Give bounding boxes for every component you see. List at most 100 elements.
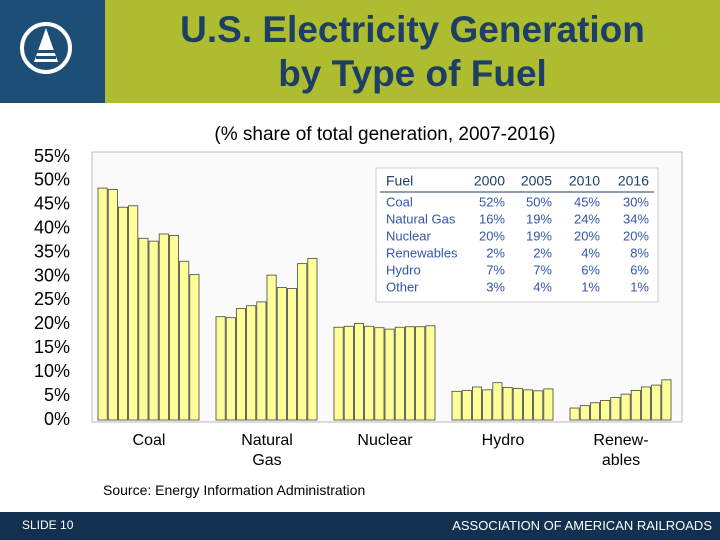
y-tick-label: 55% xyxy=(34,146,70,166)
bar xyxy=(168,235,179,421)
bar xyxy=(425,325,436,421)
logo-panel xyxy=(0,0,105,103)
table-cell: 8% xyxy=(630,245,649,260)
bar xyxy=(353,323,364,421)
bar xyxy=(651,384,662,421)
bar xyxy=(97,187,108,421)
y-tick-label: 50% xyxy=(34,170,70,190)
y-tick-label: 5% xyxy=(44,385,70,405)
bar xyxy=(215,316,226,421)
bar xyxy=(461,389,472,421)
bar xyxy=(364,325,375,421)
table-cell: 24% xyxy=(574,211,600,226)
bar xyxy=(451,390,462,421)
table-cell: 19% xyxy=(526,211,552,226)
y-tick-label: 30% xyxy=(34,265,70,285)
bar xyxy=(415,326,426,421)
table-cell: 52% xyxy=(479,194,505,209)
x-tick-label: Nuclear xyxy=(357,432,413,449)
table-cell: Other xyxy=(386,279,419,294)
bar xyxy=(394,326,405,421)
table-header: 2016 xyxy=(618,173,649,189)
bar xyxy=(471,386,482,421)
y-tick-label: 10% xyxy=(34,361,70,381)
table-cell: Nuclear xyxy=(386,228,431,243)
slide-number: SLIDE 10 xyxy=(22,518,74,532)
x-tick-label: Hydro xyxy=(481,432,525,449)
data-table: Fuel 2000 2005 2010 2016 Coal 52% 50% 45% 30% Natu… xyxy=(375,167,659,303)
table-cell: 50% xyxy=(526,194,552,209)
bar xyxy=(256,301,267,421)
bar xyxy=(235,308,246,421)
y-tick-label: 35% xyxy=(34,241,70,261)
bar xyxy=(610,397,621,421)
table-cell: Natural Gas xyxy=(386,211,456,226)
bar xyxy=(158,233,169,421)
table-cell: 4% xyxy=(533,279,552,294)
bar xyxy=(512,388,523,421)
table-cell: 6% xyxy=(630,262,649,277)
bar xyxy=(138,237,149,421)
table-cell: 6% xyxy=(581,262,600,277)
bar xyxy=(343,325,354,421)
bar xyxy=(502,387,513,421)
bar xyxy=(590,402,601,421)
table-cell: 4% xyxy=(581,245,600,260)
bar xyxy=(661,379,672,421)
bar xyxy=(630,389,641,421)
bar xyxy=(482,389,493,421)
table-cell: Hydro xyxy=(386,262,421,277)
table-cell: 20% xyxy=(479,228,505,243)
y-tick-label: 40% xyxy=(34,217,70,237)
bar xyxy=(492,382,503,421)
bar xyxy=(533,390,544,421)
bar xyxy=(148,240,159,421)
x-tick-label: Renew-ables xyxy=(593,432,649,469)
y-tick-label: 25% xyxy=(34,289,70,309)
footer-bar xyxy=(0,512,720,540)
bar xyxy=(579,405,590,421)
table-cell: 7% xyxy=(486,262,505,277)
bar xyxy=(246,305,257,421)
table-cell: 2% xyxy=(486,245,505,260)
bar xyxy=(404,326,415,421)
y-tick-label: 0% xyxy=(44,409,70,429)
bar xyxy=(374,327,385,421)
logo xyxy=(20,22,72,74)
source-note: Source: Energy Information Administratio… xyxy=(103,482,366,498)
bar xyxy=(543,388,554,421)
bar xyxy=(276,287,287,421)
table-cell: Coal xyxy=(386,194,413,209)
chart-title: U.S. Electricity Generation by Type of F… xyxy=(105,0,720,103)
bar xyxy=(523,389,534,421)
bar xyxy=(297,263,308,421)
bar xyxy=(641,386,652,421)
table-cell: 3% xyxy=(486,279,505,294)
table-cell: 30% xyxy=(623,194,649,209)
chart-subtitle: (% share of total generation, 2007-2016) xyxy=(214,124,556,145)
bar xyxy=(600,399,611,421)
table-cell: 7% xyxy=(533,262,552,277)
table-header: 2000 xyxy=(474,173,505,189)
y-tick-label: 15% xyxy=(34,337,70,357)
bar xyxy=(118,206,129,421)
table-header: 2010 xyxy=(569,173,600,189)
bar xyxy=(266,274,277,421)
table-cell: Renewables xyxy=(386,245,458,260)
y-tick-label: 45% xyxy=(34,194,70,214)
organization: ASSOCIATION OF AMERICAN RAILROADS xyxy=(452,518,712,533)
table-cell: 20% xyxy=(623,228,649,243)
y-tick-label: 20% xyxy=(34,313,70,333)
bar xyxy=(286,288,297,421)
x-tick-label: Natural Gas xyxy=(241,432,293,469)
table-cell: 1% xyxy=(630,279,649,294)
bar xyxy=(307,257,318,421)
table-cell: 19% xyxy=(526,228,552,243)
table-header: 2005 xyxy=(521,173,552,189)
x-tick-label: Coal xyxy=(132,432,166,449)
chart: Fuel 2000 2005 2010 2016 Coal 52% 50% 45% 30% Natu… xyxy=(34,146,683,429)
table-cell: 45% xyxy=(574,194,600,209)
table-cell: 1% xyxy=(581,279,600,294)
table-cell: 2% xyxy=(533,245,552,260)
